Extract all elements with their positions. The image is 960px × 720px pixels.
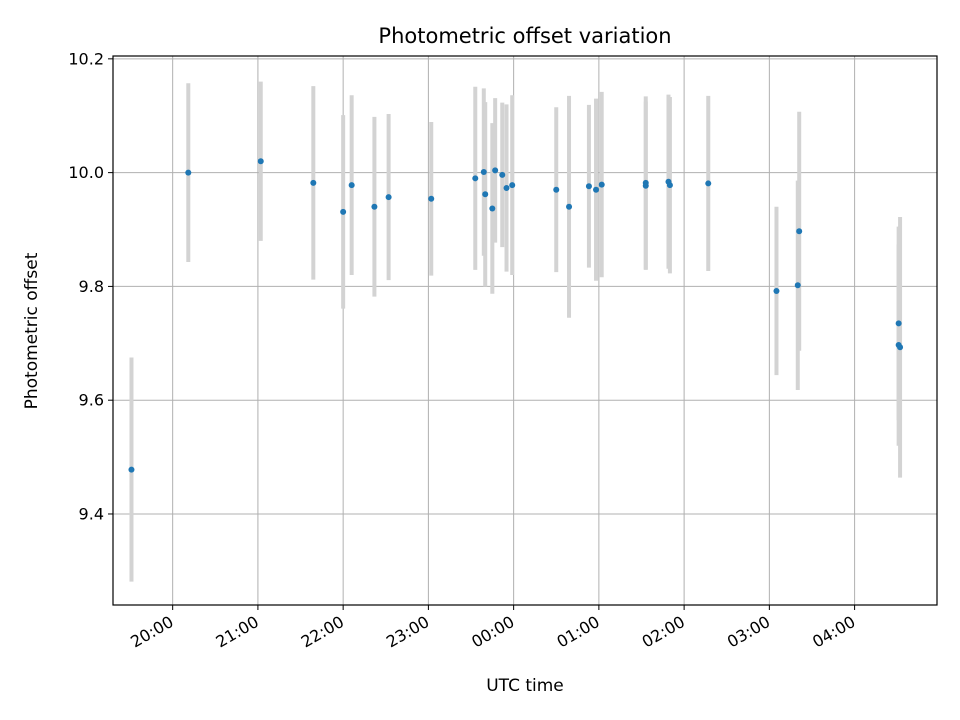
data-point (340, 208, 347, 215)
data-point (553, 186, 560, 193)
x-axis-label: UTC time (486, 676, 564, 696)
data-point (492, 167, 499, 174)
data-point (503, 184, 510, 191)
data-point (185, 169, 192, 176)
data-point (371, 203, 378, 210)
chart-title: Photometric offset variation (378, 24, 671, 48)
data-point (598, 181, 605, 188)
data-point (666, 182, 673, 189)
data-point (566, 203, 573, 210)
data-point (895, 320, 902, 327)
data-point (794, 282, 801, 289)
data-point (257, 158, 264, 165)
y-tick-label: 9.6 (79, 391, 104, 410)
y-tick-label: 9.4 (79, 504, 104, 523)
data-point (593, 186, 600, 193)
y-tick-label: 10.0 (68, 163, 104, 182)
y-tick-label: 10.2 (68, 49, 104, 68)
data-point (897, 344, 904, 351)
data-point (482, 191, 489, 198)
data-point (310, 179, 317, 186)
y-axis-label: Photometric offset (22, 252, 42, 409)
data-point (348, 182, 355, 189)
data-point (428, 195, 435, 202)
y-axis-ticks: 9.4 9.6 9.8 10.0 10.2 (68, 49, 113, 523)
y-tick-label: 9.8 (79, 277, 104, 296)
data-point (472, 175, 479, 182)
data-point (773, 287, 780, 294)
data-point (128, 466, 135, 473)
data-point (642, 182, 649, 189)
plot-frame (112, 55, 938, 606)
data-point (796, 228, 803, 235)
data-point (705, 180, 712, 187)
data-points (128, 158, 904, 473)
data-point (499, 171, 506, 178)
data-point (585, 183, 592, 190)
data-point (385, 194, 392, 201)
data-point (480, 169, 487, 176)
data-point (509, 182, 516, 189)
data-point (489, 205, 496, 212)
